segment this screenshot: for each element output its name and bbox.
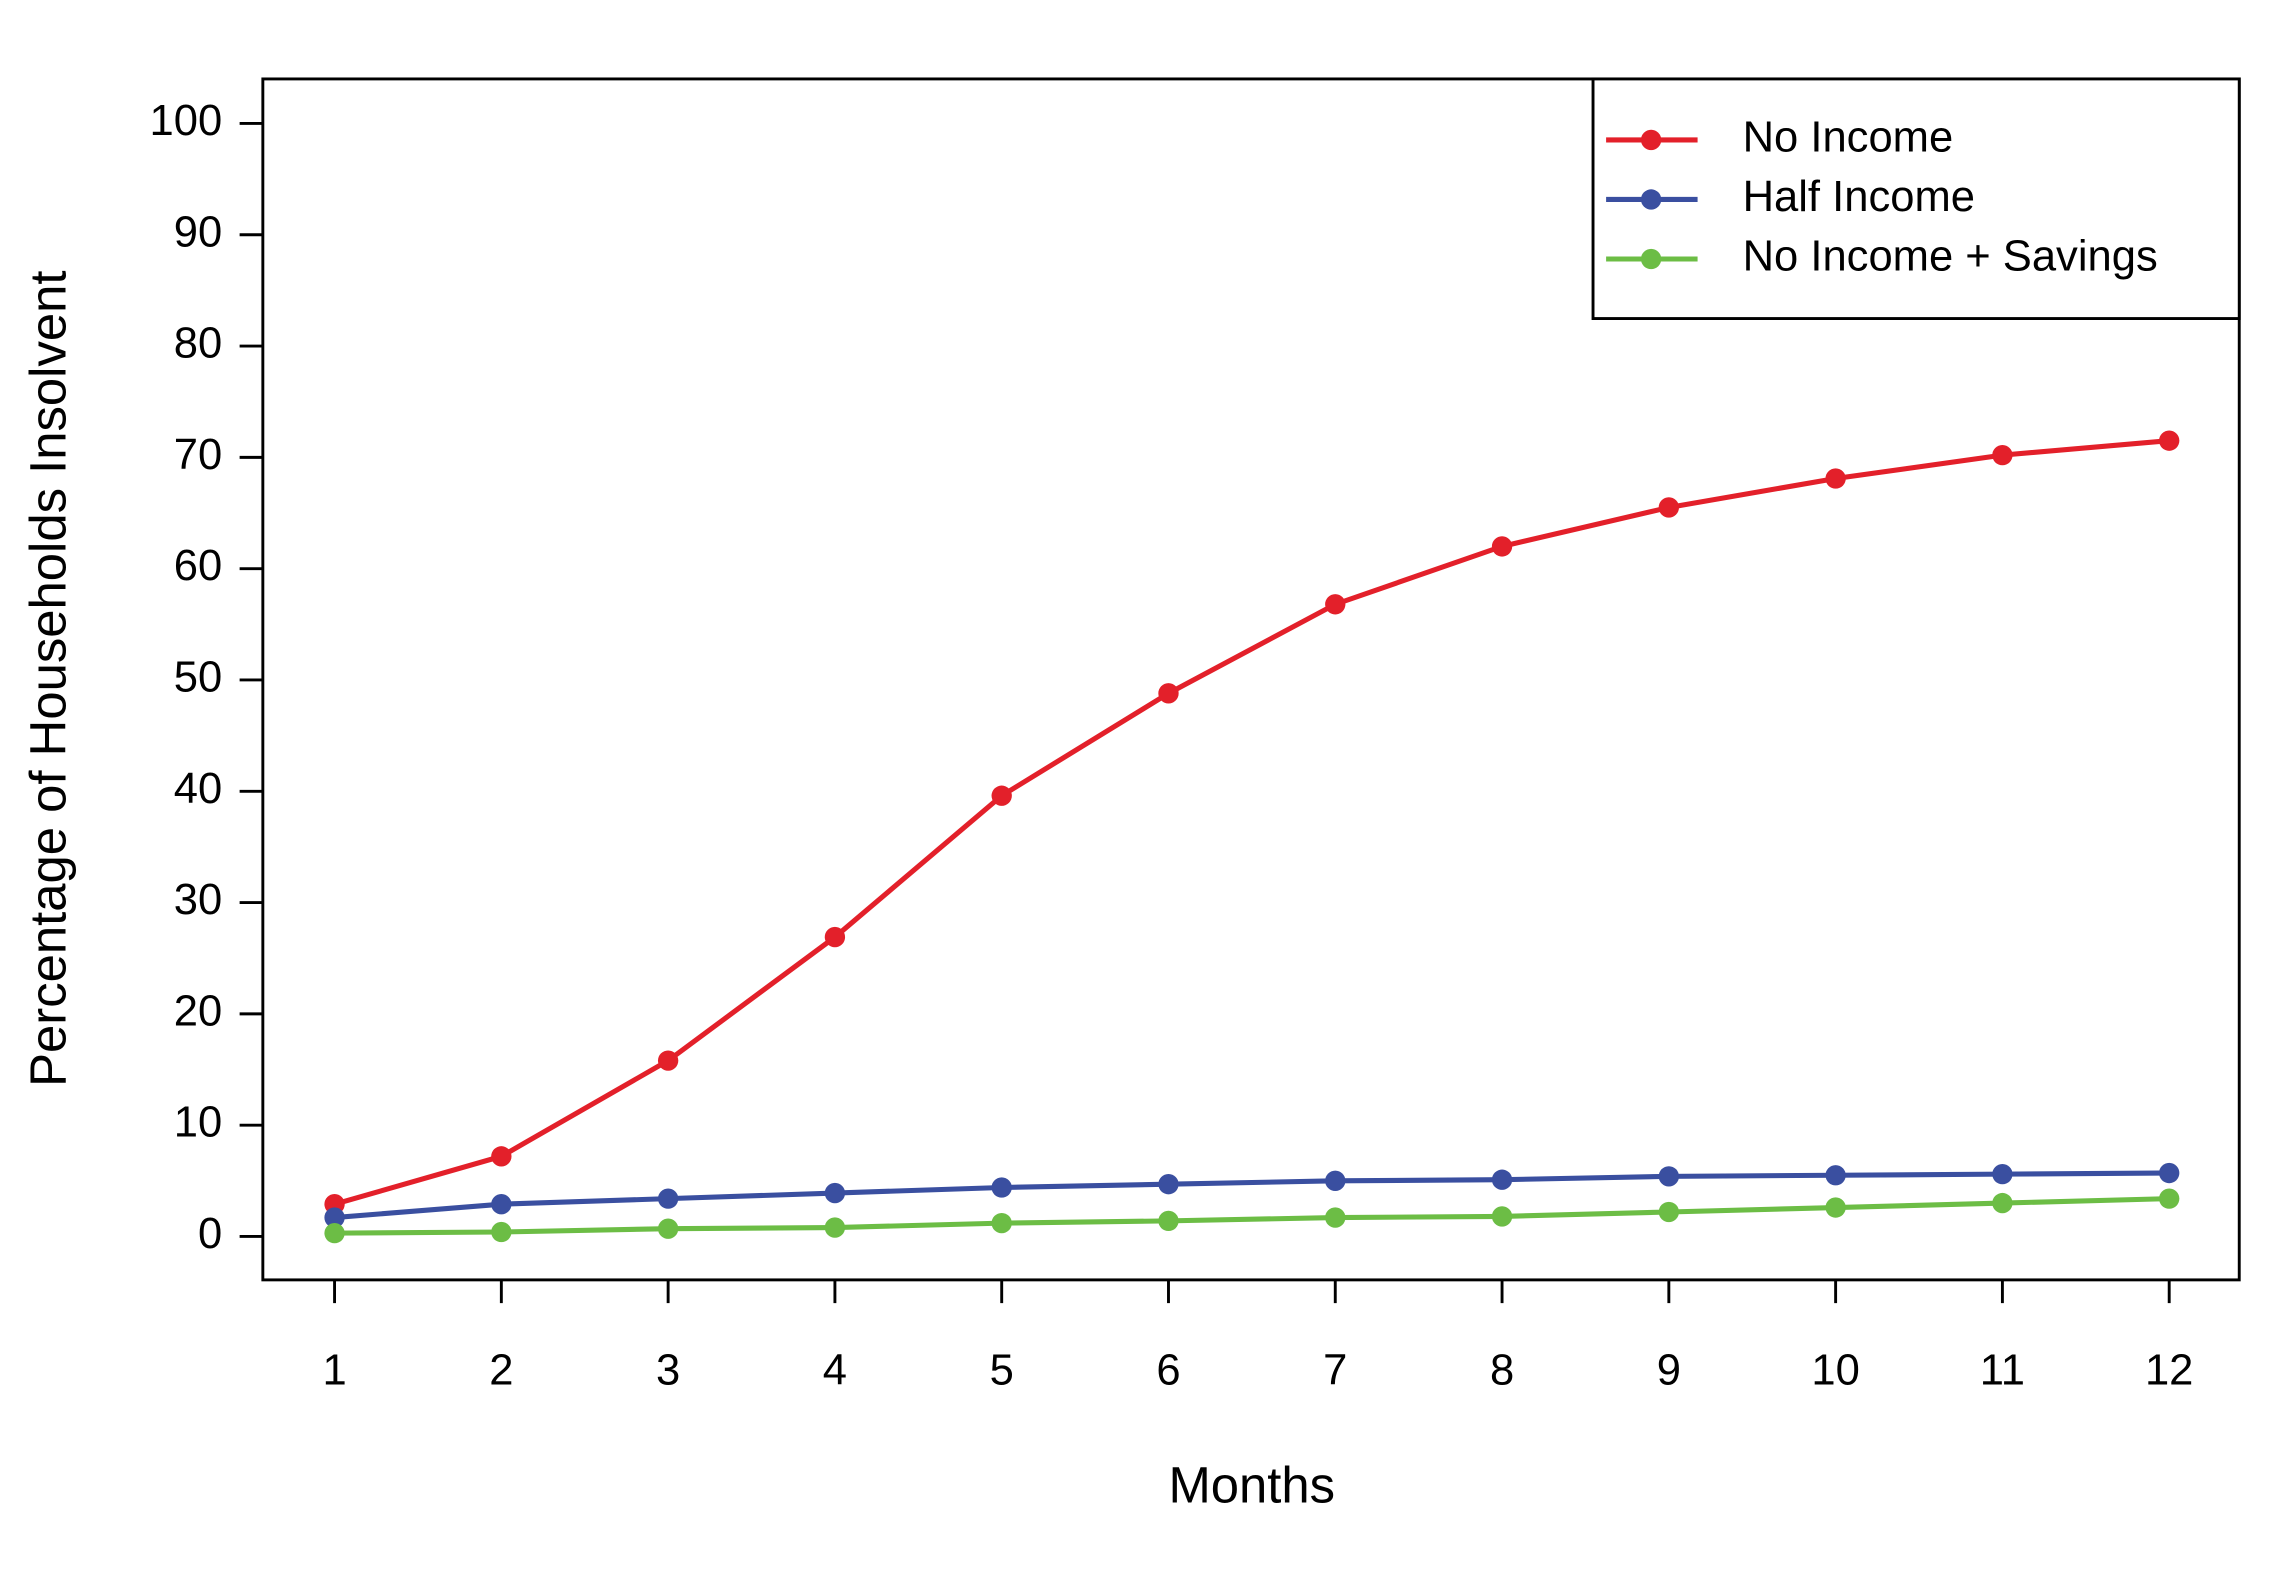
x-tick-label: 1 — [322, 1346, 346, 1394]
legend-label: No Income — [1743, 113, 1954, 161]
data-point — [1491, 536, 1513, 557]
legend-box — [1591, 77, 2241, 320]
y-tick-label: 90 — [174, 208, 222, 256]
data-point — [1491, 1169, 1513, 1190]
legend-label: Half Income — [1743, 173, 1975, 221]
data-point — [1158, 1173, 1179, 1195]
y-axis-label: Percentage of Households Insolvent — [20, 271, 77, 1087]
y-tick-label: 70 — [174, 431, 222, 479]
x-tick-label: 12 — [2145, 1346, 2193, 1394]
x-tick-label: 10 — [1811, 1346, 1859, 1394]
data-point — [824, 926, 846, 948]
x-tick-label: 2 — [489, 1346, 513, 1394]
data-point — [1992, 444, 2013, 466]
legend-label: No Income + Savings — [1743, 233, 2158, 281]
data-point — [324, 1222, 345, 1244]
data-point — [491, 1146, 512, 1167]
data-point — [991, 1177, 1012, 1198]
data-point — [1658, 1201, 1680, 1223]
x-tick-label: 7 — [1323, 1346, 1347, 1394]
data-point — [491, 1194, 512, 1215]
data-point — [1825, 1197, 1846, 1218]
legend-marker — [1640, 248, 1662, 270]
data-point — [1825, 468, 1846, 489]
x-tick-label: 11 — [1980, 1346, 2025, 1394]
data-point — [1992, 1192, 2013, 1214]
data-point — [1158, 683, 1179, 704]
data-point — [324, 1207, 345, 1228]
data-point — [1658, 497, 1680, 518]
x-tick-label: 6 — [1156, 1346, 1180, 1394]
x-tick-label: 4 — [823, 1346, 847, 1394]
y-tick-label: 0 — [198, 1210, 222, 1258]
data-point — [1992, 1163, 2013, 1185]
data-point — [1325, 1207, 1346, 1228]
data-point — [2159, 1162, 2180, 1184]
data-point — [1158, 1210, 1179, 1232]
data-point — [2159, 1188, 2180, 1209]
y-tick-label: 10 — [174, 1099, 222, 1147]
series-line — [334, 1196, 2170, 1236]
data-point — [824, 1182, 846, 1204]
x-tick-label: 8 — [1490, 1346, 1514, 1394]
data-point — [1325, 594, 1346, 615]
data-point — [1491, 1206, 1513, 1227]
y-tick-label: 20 — [174, 987, 222, 1035]
data-point — [1825, 1165, 1846, 1186]
data-point — [2159, 430, 2180, 451]
data-point — [991, 785, 1012, 806]
y-tick-label: 100 — [150, 97, 223, 145]
data-point — [1658, 1166, 1680, 1187]
y-tick-label: 60 — [174, 542, 222, 590]
data-point — [991, 1212, 1012, 1234]
x-axis-label: Months — [1168, 1456, 1335, 1513]
data-point — [491, 1221, 512, 1243]
y-tick-label: 50 — [174, 653, 222, 701]
y-tick-label: 30 — [174, 876, 222, 924]
x-tick-label: 5 — [990, 1346, 1014, 1394]
x-tick-label: 9 — [1657, 1346, 1681, 1394]
data-point — [657, 1188, 679, 1209]
x-tick-label: 3 — [656, 1346, 680, 1394]
series-line — [333, 438, 2170, 1207]
data-point — [1325, 1170, 1346, 1191]
legend-marker — [1640, 129, 1662, 151]
data-point — [657, 1050, 679, 1071]
y-tick-label: 40 — [174, 765, 222, 813]
y-tick-label: 80 — [174, 320, 222, 368]
data-point — [824, 1217, 846, 1238]
data-point — [657, 1218, 679, 1239]
series-line — [334, 1170, 2170, 1221]
legend-marker — [1640, 189, 1662, 210]
